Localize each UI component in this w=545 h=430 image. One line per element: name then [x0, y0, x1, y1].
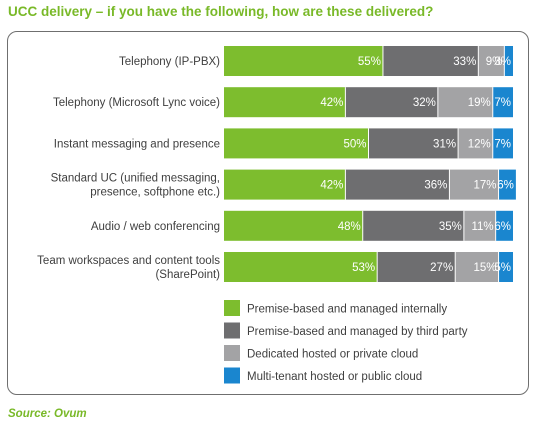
bar-segment-premise-based-and-managed-internally [224, 252, 378, 282]
bar-segment-premise-based-and-managed-by-third-party [362, 210, 464, 241]
bar-value-label: 48% [338, 221, 361, 233]
legend-swatch-dedicated-hosted-or-private-cloud [224, 345, 240, 361]
bar-segment-multi-tenant-hosted-or-public-cloud [504, 46, 513, 76]
bar-segment-multi-tenant-hosted-or-public-cloud [498, 252, 513, 282]
bar-segment-premise-based-and-managed-internally [224, 46, 383, 76]
bar-value-label: 42% [320, 97, 343, 109]
legend-swatch-multi-tenant-hosted-or-public-cloud [224, 367, 240, 384]
legend-swatch-premise-based-and-managed-internally [224, 300, 240, 316]
category-label: Audio / web conferencing [91, 221, 220, 233]
bar-segment-premise-based-and-managed-internally [224, 169, 346, 200]
bar-segment-premise-based-and-managed-by-third-party [345, 169, 450, 200]
bar-value-label: 32% [413, 97, 436, 109]
bar-segment-premise-based-and-managed-internally [224, 210, 363, 241]
category-label-line: Instant messaging and presence [54, 138, 220, 150]
bar-value-label: 50% [343, 138, 366, 150]
category-label-line: Telephony (IP-PBX) [119, 56, 220, 68]
bar-value-label: 12% [468, 138, 491, 150]
category-label: Team workspaces and content tools (ShareP… [37, 255, 220, 281]
bar-value-label: 15% [474, 262, 497, 274]
category-label-line: (SharePoint) [155, 269, 220, 281]
bar-value-label: 35% [439, 221, 462, 233]
bar-value-label: 33% [453, 56, 476, 68]
bar-segment-multi-tenant-hosted-or-public-cloud [492, 128, 513, 159]
category-label-line: Standard UC (unified messaging, [51, 173, 220, 185]
bar-value-label: 31% [433, 138, 456, 150]
bar-segment-premise-based-and-managed-internally [224, 128, 369, 159]
bar-segment-multi-tenant-hosted-or-public-cloud [492, 87, 513, 118]
category-label: Telephony (IP-PBX) [119, 56, 220, 68]
bar-segment-multi-tenant-hosted-or-public-cloud [498, 169, 516, 200]
stacked-bars: 55% 33% 9%3%42% 32% 19% 7%50% 31% 12% 7%42% 36% 17… [224, 46, 516, 282]
category-labels: Telephony (IP-PBX) Telephony (Microsoft L… [37, 56, 220, 281]
bar-segment-premise-based-and-managed-by-third-party [377, 252, 456, 282]
category-label-line: Team workspaces and content tools [37, 255, 220, 267]
category-label-line: presence, softphone etc.) [90, 187, 220, 199]
bar-value-label: 27% [430, 262, 453, 274]
bar-value-label: 9% [486, 56, 503, 68]
bar-value-label: 11% [471, 221, 493, 233]
category-label: Instant messaging and presence [54, 138, 220, 150]
bar-segment-premise-based-and-managed-by-third-party [345, 87, 438, 118]
bar-value-label: 55% [358, 56, 381, 68]
legend-label: Multi-tenant hosted or public cloud [247, 371, 422, 383]
category-label: Standard UC (unified messaging, presence,… [51, 173, 221, 199]
source-note: Source: Ovum [8, 408, 87, 420]
bar-value-label: 3% [494, 56, 511, 68]
bar-value-label: 36% [424, 180, 447, 192]
bar-value-label: 19% [468, 97, 491, 109]
bar-value-label: 5% [494, 262, 511, 274]
bar-segment-multi-tenant-hosted-or-public-cloud [495, 210, 513, 241]
bar-segment-dedicated-hosted-or-private-cloud [455, 252, 499, 282]
legend-swatch-premise-based-and-managed-by-third-party [224, 322, 240, 339]
category-label-line: Telephony (Microsoft Lync voice) [53, 97, 220, 109]
bar-segment-dedicated-hosted-or-private-cloud [478, 46, 505, 76]
legend-label: Premise-based and managed by third party [247, 326, 468, 338]
bar-segment-premise-based-and-managed-by-third-party [368, 128, 459, 159]
bar-value-label: 17% [474, 180, 497, 192]
bar-value-label: 53% [352, 262, 375, 274]
bar-segment-dedicated-hosted-or-private-cloud [449, 169, 499, 200]
category-label: Telephony (Microsoft Lync voice) [53, 97, 220, 109]
bar-value-label: 7% [494, 138, 511, 150]
bar-segment-dedicated-hosted-or-private-cloud [437, 87, 493, 118]
bar-value-label: 42% [320, 180, 343, 192]
category-label-line: Audio / web conferencing [91, 221, 220, 233]
bar-value-label: 7% [494, 97, 511, 109]
chart-title: UCC delivery – if you have the following… [8, 4, 434, 19]
bar-value-label: 6% [494, 221, 511, 233]
legend: Premise-based and managed internally Prem… [224, 300, 468, 384]
bar-segment-dedicated-hosted-or-private-cloud [463, 210, 496, 241]
legend-label: Dedicated hosted or private cloud [247, 349, 418, 361]
bar-segment-premise-based-and-managed-internally [224, 87, 346, 118]
bar-segment-dedicated-hosted-or-private-cloud [458, 128, 493, 159]
bar-segment-premise-based-and-managed-by-third-party [382, 46, 479, 76]
legend-label: Premise-based and managed internally [247, 304, 447, 316]
bar-value-label: 6% [497, 180, 514, 192]
